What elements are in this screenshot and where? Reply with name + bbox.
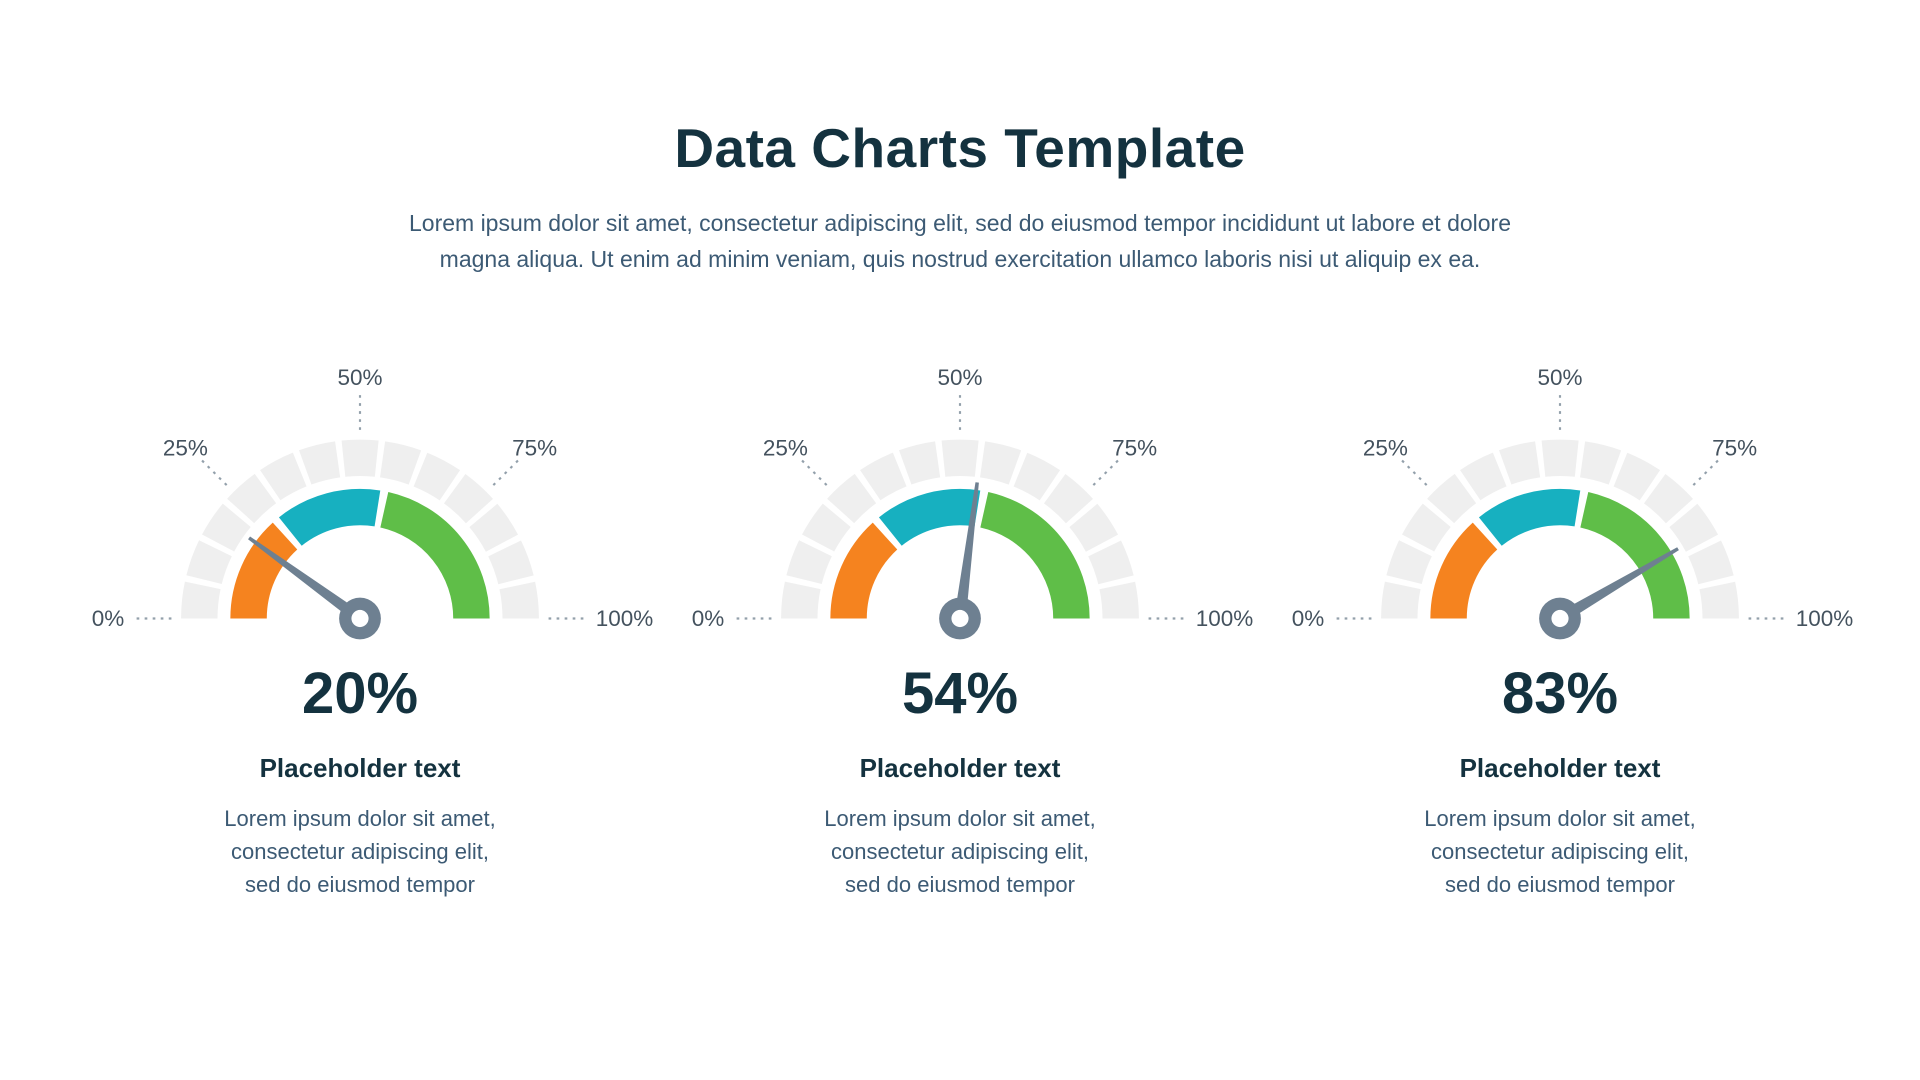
gauge-hub-center — [351, 610, 369, 628]
tick-label: 50% — [937, 365, 982, 390]
gauge-hub-center — [1551, 610, 1569, 628]
gauge-description: Lorem ipsum dolor sit amet, consectetur … — [1424, 806, 1696, 898]
tick-label: 75% — [512, 436, 557, 461]
gauge-arc-segment — [278, 489, 381, 547]
gauge-title: Placeholder text — [1459, 753, 1661, 784]
gauge-value: 54% — [901, 661, 1019, 727]
gauge-arc-segment — [379, 492, 490, 620]
gauge-dial: 0% 25% 50% 75% 100% — [1260, 356, 1860, 656]
tick-line — [1398, 457, 1428, 487]
gauge-arc-segment — [1478, 489, 1581, 547]
gauge-needle — [248, 536, 364, 624]
tick-label: 100% — [596, 606, 654, 631]
tick-label: 0% — [692, 606, 725, 631]
gauge-track — [781, 439, 1139, 619]
gauge-dial: 0% 25% 50% 75% 100% — [60, 356, 660, 656]
tick-label: 0% — [92, 606, 125, 631]
tick-line — [492, 457, 522, 487]
gauge-arc-segment — [878, 489, 981, 547]
tick-label: 25% — [163, 436, 208, 461]
tick-label: 75% — [1712, 436, 1757, 461]
gauge-track — [181, 439, 539, 619]
gauge-arc-segment — [1430, 522, 1498, 620]
page-title: Data Charts Template — [674, 117, 1246, 179]
tick-line — [198, 457, 228, 487]
gauge-chart: 0% 25% 50% 75% 100% 83% Placeholder text Lor… — [1260, 356, 1860, 901]
gauge-description: Lorem ipsum dolor sit amet, consectetur … — [224, 806, 496, 898]
tick-label: 100% — [1796, 606, 1854, 631]
gauge-arc-segment — [979, 492, 1090, 620]
gauge-needle — [1557, 547, 1679, 624]
gauge-needle — [954, 482, 979, 620]
gauge-value: 83% — [1501, 661, 1619, 727]
tick-line — [1092, 457, 1122, 487]
gauge-track — [1381, 439, 1739, 619]
tick-label: 50% — [1537, 365, 1582, 390]
tick-line — [798, 457, 828, 487]
gauge-title: Placeholder text — [859, 753, 1061, 784]
gauge-arc-segment — [1579, 492, 1690, 620]
gauge-chart: 0% 25% 50% 75% 100% 54% Placeholder text Lor… — [660, 356, 1260, 901]
gauge-dial: 0% 25% 50% 75% 100% — [660, 356, 1260, 656]
tick-label: 75% — [1112, 436, 1157, 461]
gauge-arc-segment — [830, 522, 898, 620]
gauge-hub-center — [951, 610, 969, 628]
gauge-row: 0% 25% 50% 75% 100% 20% Placeholder text Lor… — [60, 356, 1860, 901]
gauge-title: Placeholder text — [259, 753, 461, 784]
page-subtitle: Lorem ipsum dolor sit amet, consectetur … — [408, 210, 1512, 272]
gauge-arc-segment — [230, 522, 298, 620]
gauge-value: 20% — [301, 661, 419, 727]
tick-label: 100% — [1196, 606, 1254, 631]
tick-line — [1692, 457, 1722, 487]
tick-label: 50% — [337, 365, 382, 390]
tick-label: 25% — [1363, 436, 1408, 461]
gauge-description: Lorem ipsum dolor sit amet, consectetur … — [824, 806, 1096, 898]
gauge-chart: 0% 25% 50% 75% 100% 20% Placeholder text Lor… — [60, 356, 660, 901]
tick-label: 0% — [1292, 606, 1325, 631]
tick-label: 25% — [763, 436, 808, 461]
